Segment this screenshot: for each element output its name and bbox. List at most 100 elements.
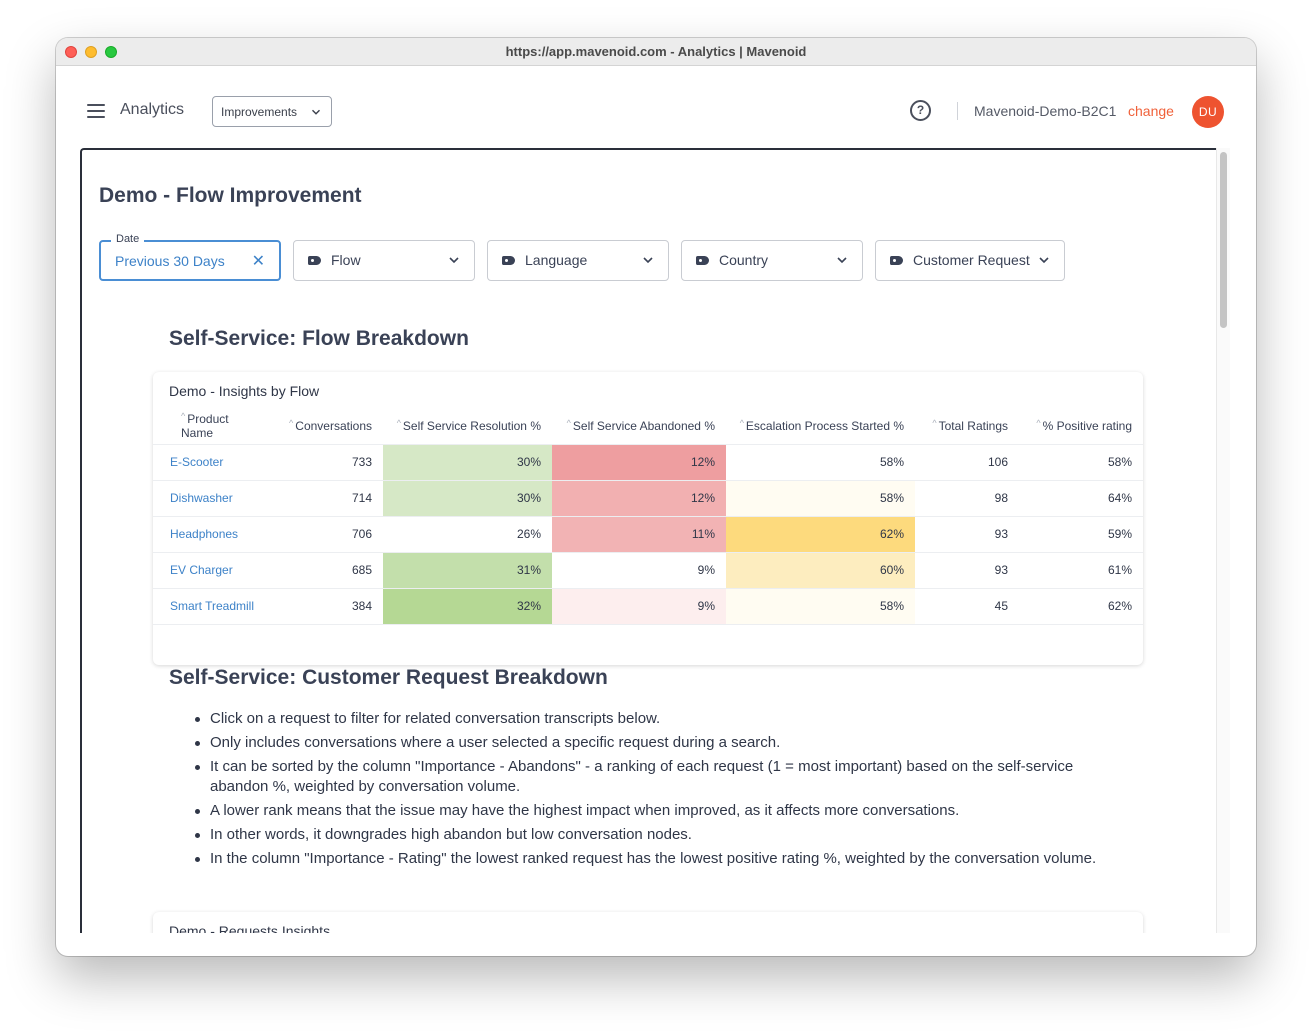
- table-header-row: ^ Product Name ^ Conversations ^ Self Servi…: [153, 408, 1143, 445]
- conversations-cell: 685: [273, 552, 383, 589]
- abandoned-cell: 9%: [552, 552, 726, 589]
- scrollbar-thumb[interactable]: [1220, 152, 1227, 328]
- chevron-down-icon: [1038, 253, 1050, 271]
- country-filter[interactable]: Country: [681, 240, 863, 281]
- table-row: EV Charger 685 31% 9% 60% 93 61%: [153, 552, 1143, 589]
- escalation-cell: 62%: [726, 516, 915, 553]
- tag-icon: [696, 256, 709, 265]
- title-bar: https://app.mavenoid.com - Analytics | M…: [56, 38, 1256, 66]
- resolution-cell: 26%: [383, 516, 552, 553]
- product-link[interactable]: E-Scooter: [153, 444, 273, 481]
- view-select-value: Improvements: [221, 105, 298, 119]
- request-breakdown-title: Self-Service: Customer Request Breakdown: [169, 666, 608, 689]
- main-content: Demo - Flow Improvement Date Previous 30…: [80, 148, 1217, 933]
- positive-cell: 62%: [1019, 588, 1143, 625]
- abandoned-cell: 9%: [552, 588, 726, 625]
- conversations-cell: 706: [273, 516, 383, 553]
- language-filter-label: Language: [525, 252, 588, 268]
- resolution-cell: 32%: [383, 588, 552, 625]
- list-item: In the column "Importance - Rating" the …: [195, 849, 1105, 869]
- organization-name: Mavenoid-Demo-B2C1: [974, 103, 1117, 119]
- resolution-cell: 30%: [383, 444, 552, 481]
- ratings-cell: 98: [915, 480, 1019, 517]
- change-organization-link[interactable]: change: [1128, 103, 1174, 119]
- column-header-total-ratings[interactable]: ^ Total Ratings: [915, 408, 1019, 445]
- date-filter[interactable]: Date Previous 30 Days ✕: [99, 233, 281, 281]
- column-header-positive-rating[interactable]: ^% Positive rating: [1019, 408, 1143, 445]
- help-icon[interactable]: ?: [910, 100, 931, 121]
- close-window-button[interactable]: [65, 46, 77, 58]
- escalation-cell: 58%: [726, 444, 915, 481]
- scrollbar[interactable]: [1216, 148, 1230, 933]
- column-header-product[interactable]: ^ Product Name: [153, 408, 273, 445]
- customer-request-filter-label: Customer Request: [913, 252, 1030, 268]
- positive-cell: 61%: [1019, 552, 1143, 589]
- app-header: Analytics Improvements ? Mavenoid-Demo-B…: [56, 66, 1256, 148]
- customer-request-filter[interactable]: Customer Request: [875, 240, 1065, 281]
- user-avatar[interactable]: DU: [1192, 96, 1224, 128]
- column-header-escalation[interactable]: ^ Escalation Process Started %: [726, 408, 915, 445]
- chevron-down-icon: [836, 253, 848, 271]
- card-title: Demo - Requests Insights: [169, 923, 331, 933]
- table-row: Dishwasher 714 30% 12% 58% 98 64%: [153, 480, 1143, 517]
- table-row: E-Scooter 733 30% 12% 58% 106 58%: [153, 444, 1143, 481]
- resolution-cell: 30%: [383, 480, 552, 517]
- ratings-cell: 45: [915, 588, 1019, 625]
- list-item: Only includes conversations where a user…: [195, 733, 1105, 753]
- list-item: Click on a request to filter for related…: [195, 709, 1105, 729]
- zoom-window-button[interactable]: [105, 46, 117, 58]
- positive-cell: 64%: [1019, 480, 1143, 517]
- country-filter-label: Country: [719, 252, 769, 268]
- language-filter[interactable]: Language: [487, 240, 669, 281]
- abandoned-cell: 12%: [552, 444, 726, 481]
- card-title: Demo - Insights by Flow: [169, 383, 320, 399]
- clear-icon[interactable]: ✕: [251, 253, 265, 270]
- ratings-cell: 106: [915, 444, 1019, 481]
- column-header-resolution[interactable]: ^ Self Service Resolution %: [383, 408, 552, 445]
- flow-breakdown-title: Self-Service: Flow Breakdown: [169, 327, 469, 350]
- app-title: Analytics: [120, 101, 185, 118]
- minimize-window-button[interactable]: [85, 46, 97, 58]
- ratings-cell: 93: [915, 552, 1019, 589]
- window-title: https://app.mavenoid.com - Analytics | M…: [505, 44, 807, 59]
- positive-cell: 59%: [1019, 516, 1143, 553]
- ratings-cell: 93: [915, 516, 1019, 553]
- list-item: In other words, it downgrades high aband…: [195, 825, 1105, 845]
- column-header-abandoned[interactable]: ^ Self Service Abandoned %: [552, 408, 726, 445]
- abandoned-cell: 12%: [552, 480, 726, 517]
- menu-icon[interactable]: [87, 104, 105, 118]
- escalation-cell: 60%: [726, 552, 915, 589]
- page-title: Demo - Flow Improvement: [99, 184, 362, 207]
- tag-icon: [502, 256, 515, 265]
- tag-icon: [308, 256, 321, 265]
- request-breakdown-notes: Click on a request to filter for related…: [195, 709, 1105, 873]
- date-filter-value: Previous 30 Days: [115, 253, 225, 269]
- conversations-cell: 714: [273, 480, 383, 517]
- conversations-cell: 733: [273, 444, 383, 481]
- table-row: Smart Treadmill 384 32% 9% 58% 45 62%: [153, 588, 1143, 625]
- list-item: A lower rank means that the issue may ha…: [195, 801, 1105, 821]
- view-select[interactable]: Improvements: [212, 96, 332, 127]
- product-link[interactable]: Headphones: [153, 516, 273, 553]
- browser-window: https://app.mavenoid.com - Analytics | M…: [56, 38, 1256, 956]
- conversations-cell: 384: [273, 588, 383, 625]
- product-link[interactable]: Dishwasher: [153, 480, 273, 517]
- table-row: Headphones 706 26% 11% 62% 93 59%: [153, 516, 1143, 553]
- date-filter-legend: Date: [111, 233, 145, 245]
- resolution-cell: 31%: [383, 552, 552, 589]
- escalation-cell: 58%: [726, 588, 915, 625]
- product-link[interactable]: EV Charger: [153, 552, 273, 589]
- product-link[interactable]: Smart Treadmill: [153, 588, 273, 625]
- insights-table: ^ Product Name ^ Conversations ^ Self Servi…: [153, 408, 1143, 625]
- flow-filter[interactable]: Flow: [293, 240, 475, 281]
- list-item: It can be sorted by the column "Importan…: [195, 757, 1105, 797]
- chevron-down-icon: [642, 253, 654, 271]
- positive-cell: 58%: [1019, 444, 1143, 481]
- divider: [957, 102, 958, 120]
- escalation-cell: 58%: [726, 480, 915, 517]
- flow-filter-label: Flow: [331, 252, 361, 268]
- tag-icon: [890, 256, 903, 265]
- insights-by-flow-card: Demo - Insights by Flow ^ Product Name ^ C…: [153, 372, 1143, 665]
- column-header-conversations[interactable]: ^ Conversations: [273, 408, 383, 445]
- chevron-down-icon: [311, 106, 321, 120]
